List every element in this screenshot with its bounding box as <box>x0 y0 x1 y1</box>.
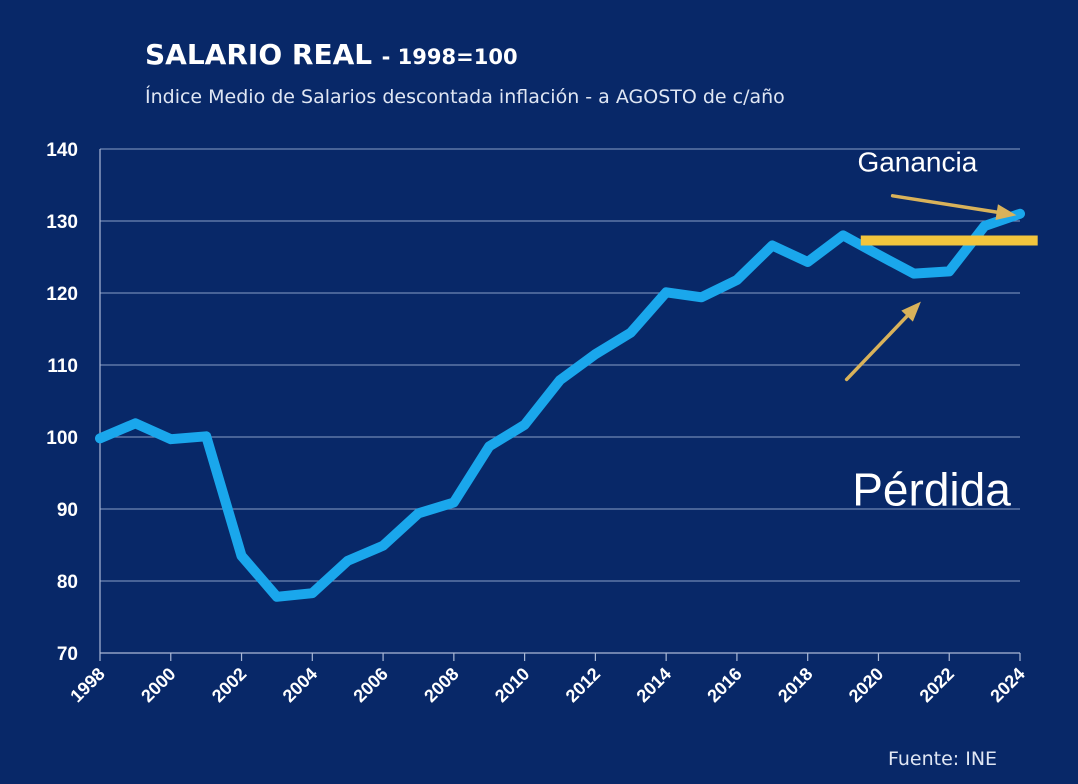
data-point <box>524 424 526 426</box>
data-point <box>665 291 667 293</box>
x-tick-label: 2024 <box>986 664 1028 706</box>
chart-subtitle: Índice Medio de Salarios descontada infl… <box>145 86 785 108</box>
x-tick-label: 2008 <box>420 664 462 706</box>
x-tick-label: 2012 <box>562 664 604 706</box>
data-point <box>594 353 596 355</box>
y-tick-label: 120 <box>46 284 78 305</box>
annotation-perdida: Pérdida <box>852 463 1011 515</box>
x-tick-label: 2018 <box>774 664 816 706</box>
data-point <box>170 438 172 440</box>
annotation-arrow <box>890 194 999 214</box>
chart-title: SALARIO REAL - 1998=100 <box>145 38 518 71</box>
data-point <box>205 435 207 437</box>
source-note: Fuente: INE <box>888 748 998 770</box>
data-point <box>276 596 278 598</box>
axes <box>99 149 1020 654</box>
data-point <box>842 234 844 236</box>
arrowhead-icon <box>901 301 921 322</box>
title-suffix: - 1998=100 <box>381 45 518 69</box>
title-main: SALARIO REAL <box>145 38 373 71</box>
x-tick-label: 2014 <box>633 664 675 706</box>
x-tick-label: 2010 <box>491 664 533 706</box>
y-tick-label: 130 <box>46 212 78 233</box>
annotations-layer: Ganancia Pérdida <box>852 146 1011 515</box>
data-point <box>311 592 313 594</box>
data-point <box>99 437 101 439</box>
annotation-arrow <box>844 314 909 382</box>
data-point <box>948 270 950 272</box>
y-axis-ticks: 140 130 120 110 100 90 80 70 <box>46 140 78 665</box>
x-tick-label: 2006 <box>349 664 391 706</box>
data-point <box>736 279 738 281</box>
data-point <box>913 273 915 275</box>
x-axis-ticks: 1998 2000 2002 2004 2006 2008 2010 2012 2014 2016… <box>66 653 1029 706</box>
series-line <box>95 208 1025 602</box>
series-layer <box>95 208 1025 602</box>
data-point <box>984 225 986 227</box>
data-point <box>771 244 773 246</box>
x-tick-label: 2022 <box>916 664 958 706</box>
annotation-ganancia: Ganancia <box>857 146 977 177</box>
x-tick-label: 2020 <box>845 664 887 706</box>
data-point <box>382 545 384 547</box>
data-point <box>807 261 809 263</box>
data-point <box>701 296 703 298</box>
data-point <box>1019 213 1021 215</box>
data-point <box>417 512 419 514</box>
y-tick-label: 100 <box>46 428 78 449</box>
data-point <box>453 502 455 504</box>
arrows-layer <box>844 194 1017 382</box>
y-tick-label: 90 <box>57 500 78 521</box>
y-tick-label: 70 <box>57 644 78 665</box>
x-tick-label: 2004 <box>279 664 321 706</box>
y-tick-label: 80 <box>57 572 78 593</box>
data-point <box>347 560 349 562</box>
data-point <box>877 254 879 256</box>
x-tick-label: 2016 <box>703 664 745 706</box>
y-tick-label: 140 <box>46 140 78 161</box>
data-point <box>559 379 561 381</box>
x-tick-label: 2002 <box>208 664 250 706</box>
data-point <box>241 555 243 557</box>
arrowhead-icon <box>995 204 1017 221</box>
gridlines <box>100 148 1020 582</box>
x-tick-label: 2000 <box>137 664 179 706</box>
data-point <box>134 422 136 424</box>
data-point <box>630 332 632 334</box>
x-tick-label: 1998 <box>66 664 108 706</box>
y-tick-label: 110 <box>47 356 78 377</box>
data-point <box>488 445 490 447</box>
